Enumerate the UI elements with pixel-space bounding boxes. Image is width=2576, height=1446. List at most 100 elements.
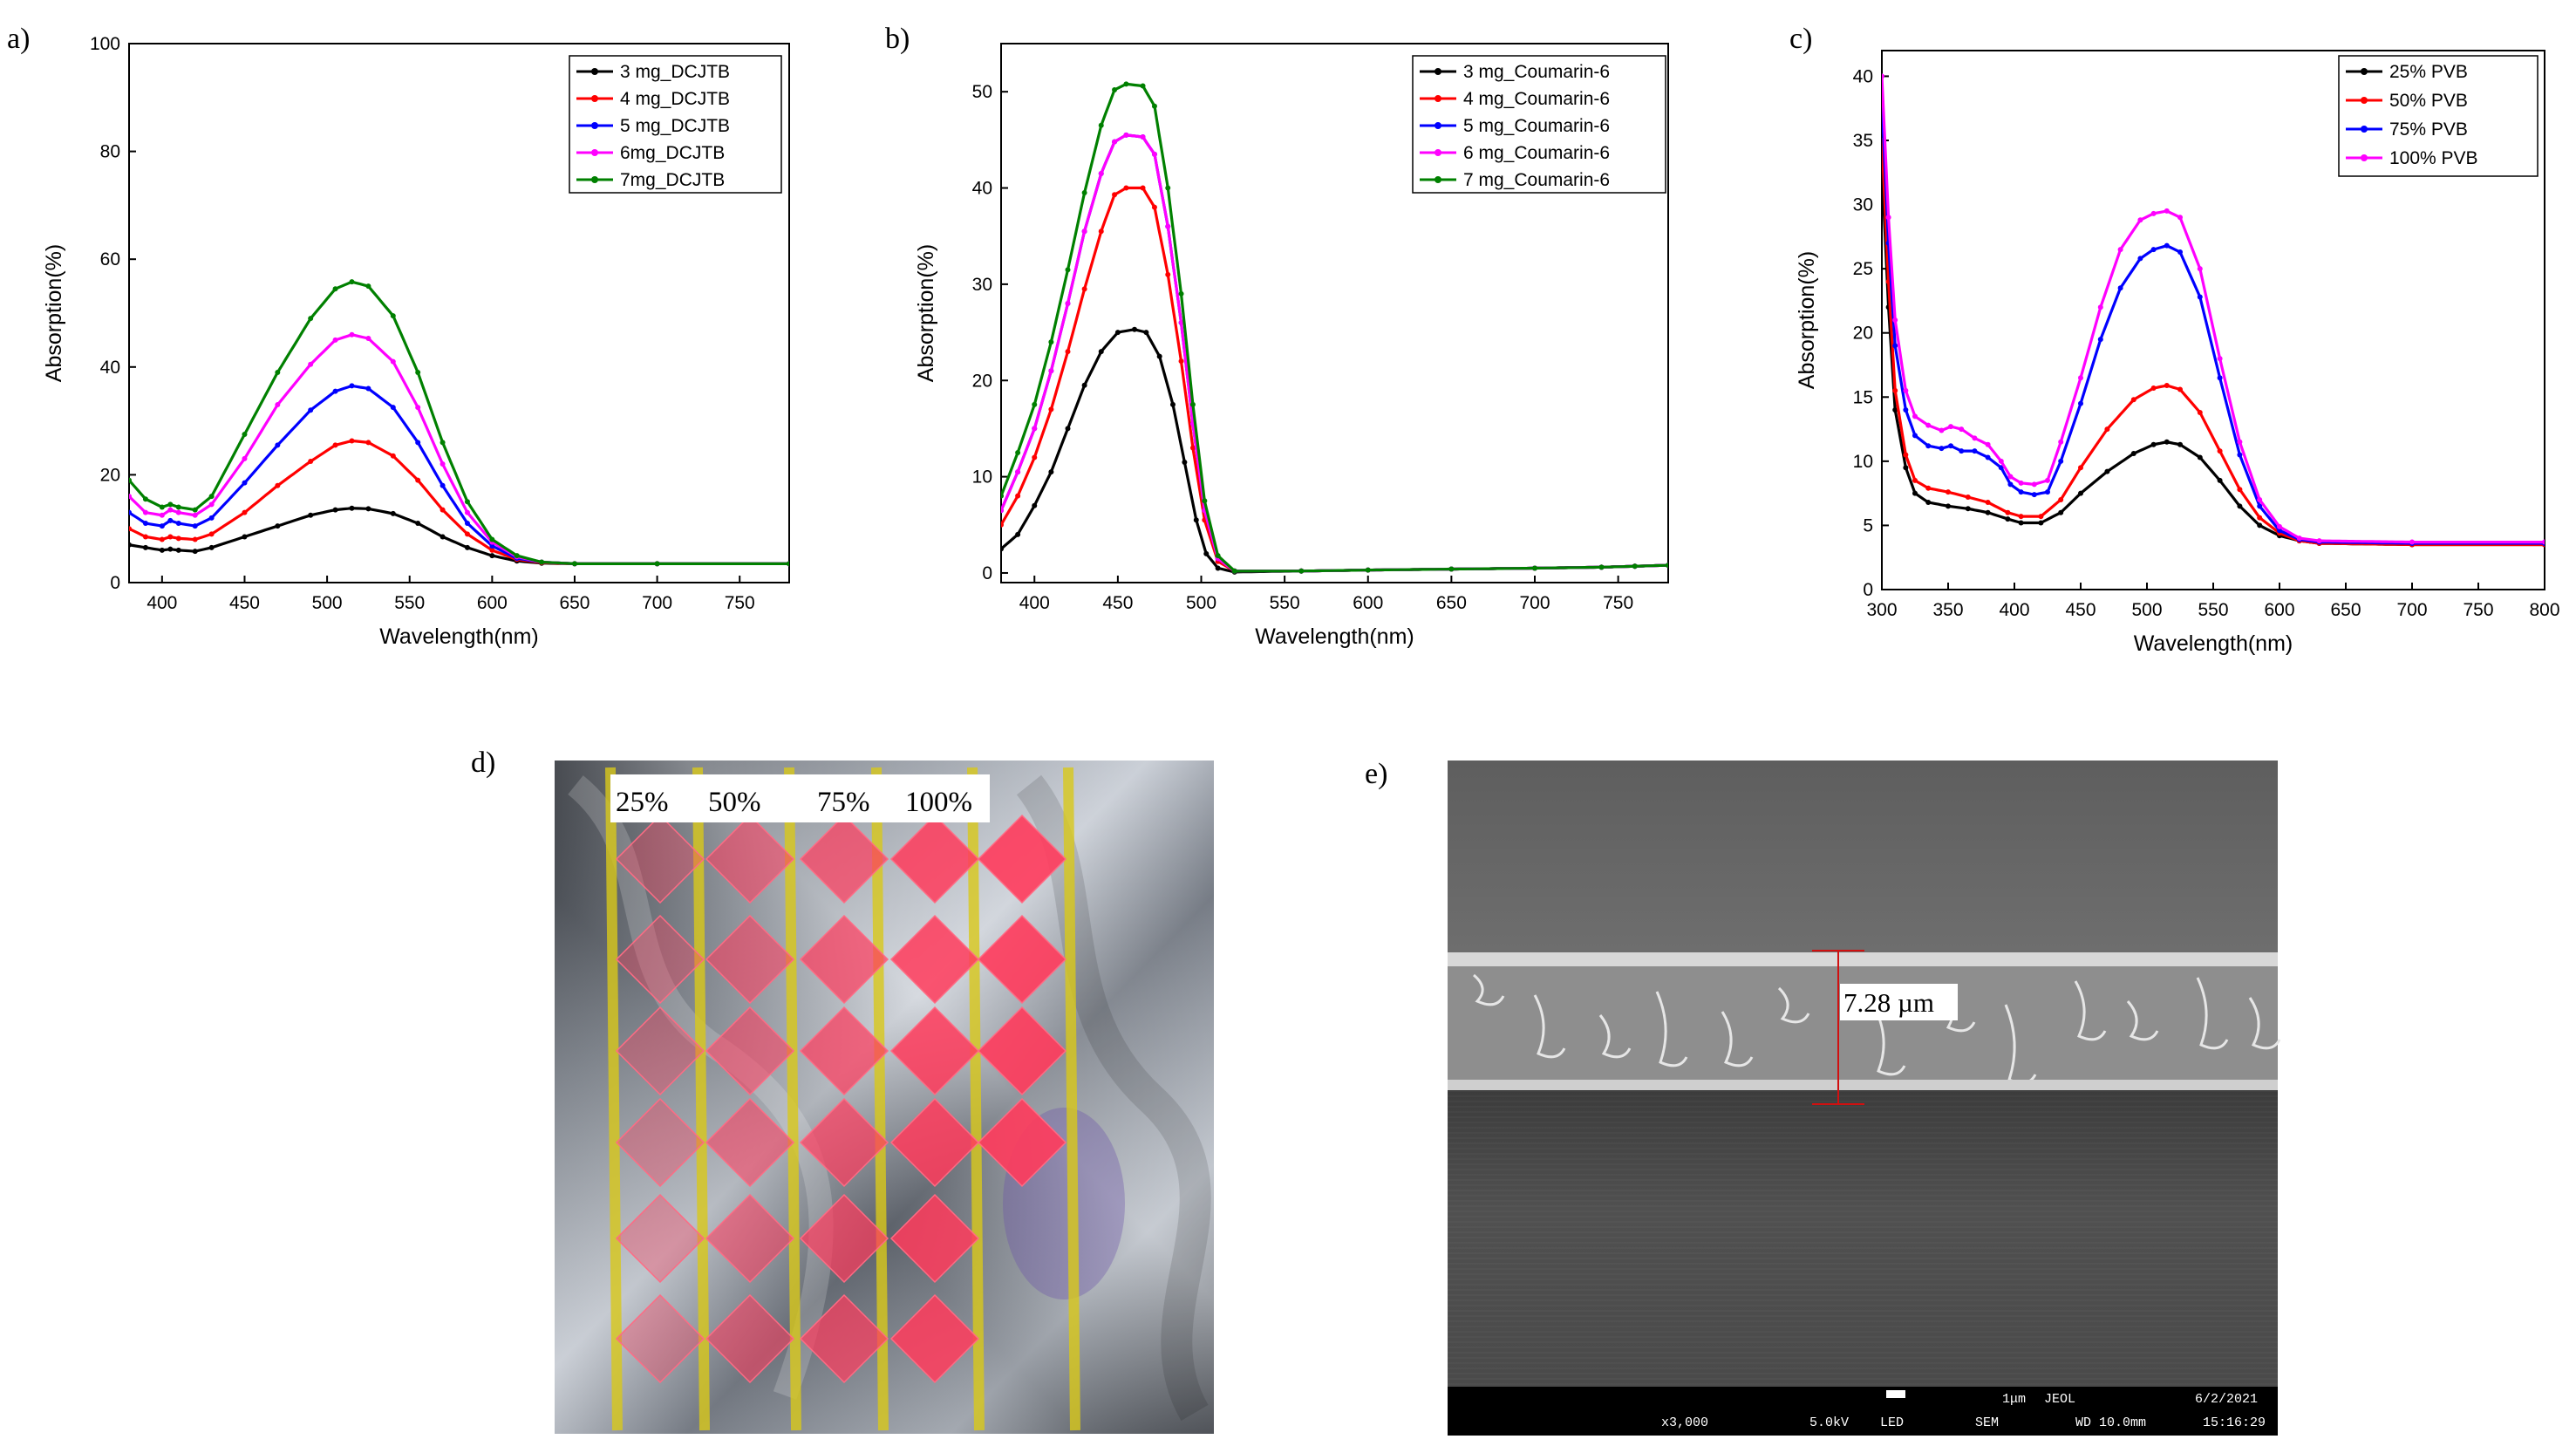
data-point xyxy=(464,499,470,505)
data-point xyxy=(1925,443,1932,449)
data-point xyxy=(332,286,338,292)
data-point xyxy=(242,509,248,515)
data-point xyxy=(1985,509,1991,515)
data-point xyxy=(1001,522,1004,528)
data-point xyxy=(175,504,181,510)
sem-fracture-line xyxy=(1777,986,1810,1024)
data-point xyxy=(1925,499,1932,505)
data-point xyxy=(1189,401,1196,407)
data-point xyxy=(787,561,789,567)
data-point xyxy=(2237,452,2243,458)
sem-fracture-line xyxy=(2196,977,2229,1050)
data-point xyxy=(1666,563,1668,569)
panel-label-d: d) xyxy=(471,747,495,779)
data-point xyxy=(2197,454,2203,460)
film-square xyxy=(889,814,980,904)
x-tick-label: 450 xyxy=(2065,600,2096,620)
data-point xyxy=(1140,83,1146,89)
data-point xyxy=(2150,210,2157,216)
y-tick-label: 10 xyxy=(972,467,992,488)
data-point xyxy=(308,458,314,464)
data-point xyxy=(242,480,248,486)
data-point xyxy=(1048,339,1054,345)
data-point xyxy=(2150,441,2157,447)
data-point xyxy=(159,504,165,510)
data-point xyxy=(1178,320,1184,326)
data-point xyxy=(1202,498,1208,504)
data-point xyxy=(208,515,215,521)
data-point xyxy=(275,482,281,488)
data-point xyxy=(1015,493,1021,499)
legend-marker xyxy=(1435,149,1441,156)
data-point xyxy=(2104,426,2110,433)
y-tick-label: 25 xyxy=(1853,259,1873,279)
legend-label: 5 mg_Coumarin-6 xyxy=(1463,116,1610,136)
data-point xyxy=(2005,509,2011,515)
data-point xyxy=(2097,304,2103,310)
data-point xyxy=(167,534,174,540)
data-point xyxy=(167,501,174,508)
data-point xyxy=(1112,86,1118,92)
film-square xyxy=(705,1293,795,1384)
data-point xyxy=(1959,448,1965,454)
data-point xyxy=(440,461,446,467)
film-square xyxy=(799,1193,889,1284)
data-point xyxy=(365,336,371,342)
photo-label-100: 100% xyxy=(905,787,972,818)
data-point xyxy=(2164,242,2170,249)
data-point xyxy=(1178,358,1184,365)
x-tick-label: 750 xyxy=(1603,593,1633,613)
y-tick-label: 15 xyxy=(1853,387,1873,407)
data-point xyxy=(2007,474,2014,480)
film-square xyxy=(615,1193,705,1284)
data-point xyxy=(2164,208,2170,214)
x-tick-label: 550 xyxy=(2198,600,2228,620)
legend-label: 6 mg_Coumarin-6 xyxy=(1463,143,1610,163)
legend-label: 5 mg_DCJTB xyxy=(620,116,730,136)
data-point xyxy=(208,501,215,508)
sem-substrate-lines xyxy=(1448,1090,2278,1387)
data-point xyxy=(2177,386,2183,392)
x-tick-label: 550 xyxy=(394,593,425,613)
film-square xyxy=(889,1006,980,1096)
data-point xyxy=(1912,433,1918,439)
chart-a: a) 400 450 500 550 600 650 700 750 0 20 40 60 80 100 W… xyxy=(7,23,790,649)
legend-label: 25% PVB xyxy=(2389,62,2468,82)
chart-b-plot: 400 450 500 550 600 650 700 750 0 10 20 30 40 50 Wavel… xyxy=(914,43,1669,649)
film-square xyxy=(977,814,1067,904)
data-point xyxy=(415,369,421,375)
tape-strip xyxy=(692,767,710,1431)
data-point xyxy=(365,283,371,290)
data-point xyxy=(1939,446,1945,452)
data-point xyxy=(2409,539,2415,545)
x-tick-label: 400 xyxy=(1999,600,2029,620)
data-point xyxy=(1892,387,1898,393)
data-point xyxy=(1151,103,1157,109)
data-point xyxy=(167,517,174,523)
film-square xyxy=(705,814,795,904)
data-point xyxy=(2257,515,2263,521)
data-point xyxy=(2018,514,2024,520)
data-point xyxy=(1065,267,1071,273)
data-point xyxy=(2117,285,2123,291)
film-square xyxy=(615,914,705,1005)
data-point xyxy=(2058,458,2064,464)
panel-d-photo: d) 25% 50% 75% 100% xyxy=(471,747,1214,1434)
data-point xyxy=(349,383,355,389)
x-axis-title: Wavelength(nm) xyxy=(1255,624,1414,649)
data-point xyxy=(2237,439,2243,445)
film-square xyxy=(615,1293,705,1384)
label-strip xyxy=(610,774,990,822)
sem-fracture-line xyxy=(1873,1007,1906,1076)
data-point xyxy=(464,531,470,537)
data-point xyxy=(349,279,355,285)
film-square xyxy=(977,1006,1067,1096)
x-tick-label: 600 xyxy=(2264,600,2294,620)
data-point xyxy=(1598,564,1605,570)
data-point xyxy=(275,523,281,529)
film-square xyxy=(615,814,705,904)
data-point xyxy=(489,553,495,559)
y-tick-label: 0 xyxy=(110,573,120,593)
data-point xyxy=(440,507,446,513)
sem-fracture-line xyxy=(2248,997,2281,1050)
